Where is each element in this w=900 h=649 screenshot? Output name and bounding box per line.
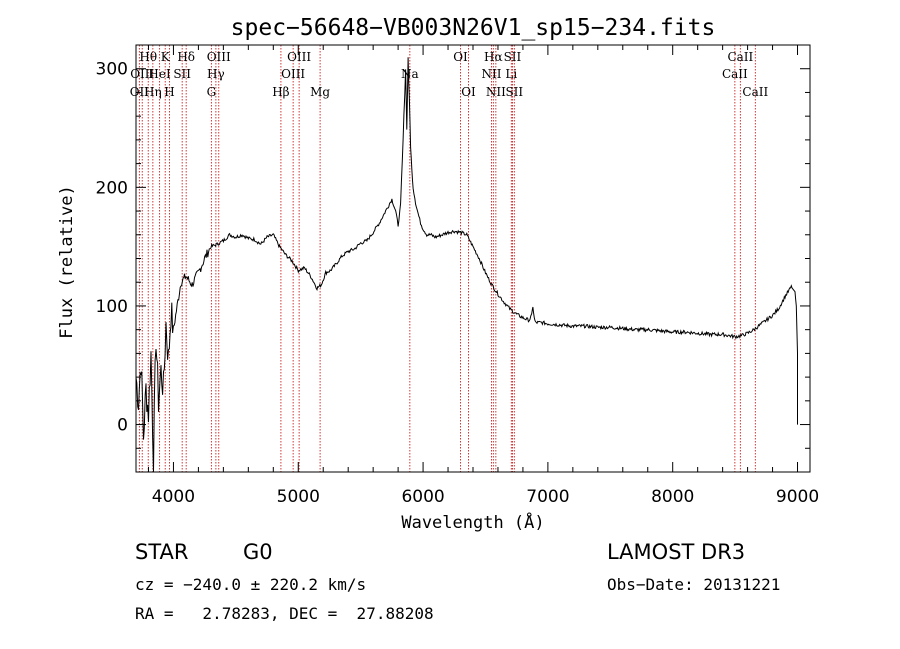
spectral-line-labels: OIIHθOIIIHηHeIKHSIIHδGHγOIIIHβOIIIOIIIMg… <box>130 50 769 99</box>
spectral-line-label: K <box>161 50 171 64</box>
x-tick-label: 8000 <box>651 487 694 507</box>
spectral-line-label: Hδ <box>177 50 195 64</box>
spectral-line-label: CaII <box>742 85 768 99</box>
spectral-line-markers <box>138 45 756 472</box>
x-tick-label: 9000 <box>776 487 819 507</box>
survey-name: LAMOST DR3 <box>607 540 746 564</box>
spectral-line-label: OIII <box>281 67 305 81</box>
x-tick-label: 5000 <box>277 487 320 507</box>
y-tick-label: 100 <box>96 297 128 317</box>
x-tick-label: 6000 <box>401 487 444 507</box>
chart-title: spec−56648−VB003N26V1_sp15−234.fits <box>231 15 716 41</box>
redshift-value: cz = −240.0 ± 220.2 km/s <box>135 575 367 594</box>
x-axis-ticks: 4000 5000 6000 7000 8000 9000 <box>147 45 819 507</box>
spectral-line-label: Hθ <box>139 50 157 64</box>
spectrum-line <box>135 57 798 473</box>
spectral-line-label: OI <box>461 85 476 99</box>
spectral-line-label: Hβ <box>272 85 289 99</box>
spectral-line-label: G <box>207 85 217 99</box>
y-tick-label: 0 <box>117 416 128 436</box>
spectral-line-label: SII <box>504 50 522 64</box>
spectral-line-label: CaII <box>727 50 753 64</box>
spectral-line-label: NII <box>481 67 501 81</box>
spectral-line-label: NII <box>486 85 506 99</box>
coordinates: RA = 2.78283, DEC = 27.88208 <box>135 604 434 623</box>
y-axis-ticks: 0 100 200 300 <box>96 44 810 473</box>
spectral-line-label: Hγ <box>207 67 225 81</box>
object-class: STAR <box>135 540 189 564</box>
spectral-line-label: OIII <box>287 50 311 64</box>
spectral-line-label: Hη <box>144 85 162 99</box>
spectral-line-label: Hα <box>484 50 503 64</box>
x-tick-label: 4000 <box>152 487 195 507</box>
spectral-line-label: Na <box>401 67 419 81</box>
y-tick-label: 300 <box>96 60 128 80</box>
spectral-line-label: Mg <box>310 85 330 99</box>
spectral-line-label: CaII <box>722 67 748 81</box>
y-tick-label: 200 <box>96 178 128 198</box>
spectral-line-label: H <box>164 85 174 99</box>
spectral-line-label: OI <box>453 50 468 64</box>
spectral-line-label: SII <box>505 85 523 99</box>
obs-date: Obs−Date: 20131221 <box>607 575 781 594</box>
spectral-line-label: Li <box>505 67 517 81</box>
y-axis-label: Flux (relative) <box>57 185 77 339</box>
x-tick-label: 7000 <box>526 487 569 507</box>
object-subclass: G0 <box>243 540 273 564</box>
spectral-line-label: OIII <box>207 50 231 64</box>
plot-frame <box>135 44 811 473</box>
spectral-line-label: HeI <box>148 67 171 81</box>
x-axis-label: Wavelength (Å) <box>401 511 544 533</box>
spectral-line-label: SII <box>173 67 191 81</box>
